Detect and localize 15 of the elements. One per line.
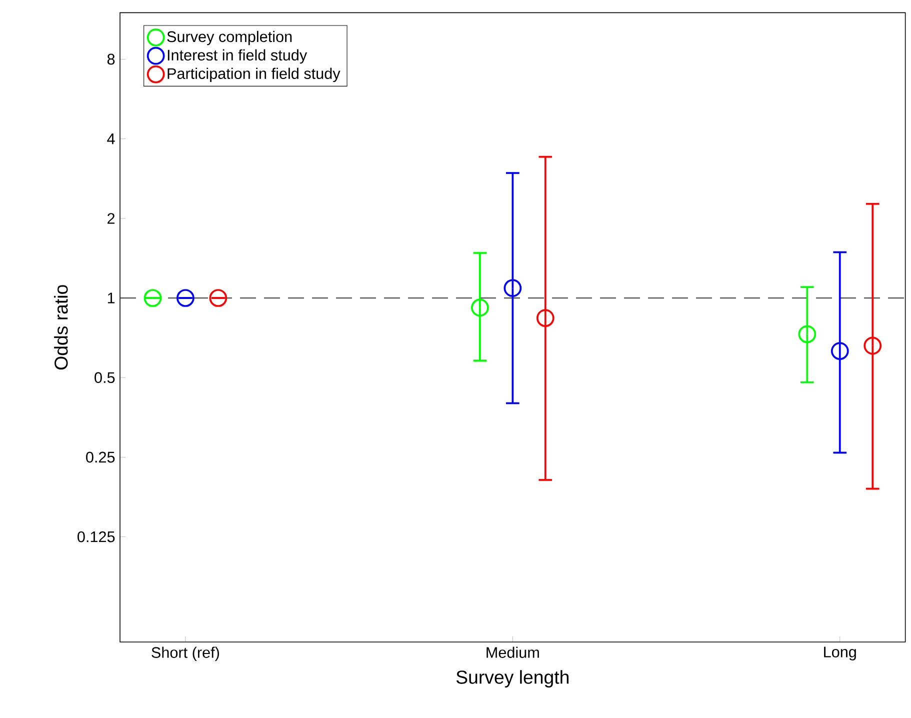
y-tick-label: 0.25 [86,452,115,463]
legend-label: Interest in field study [168,49,308,64]
y-axis-title: Odds ratio [54,285,68,370]
y-tick-label: 1 [108,292,115,304]
legend-label: Participation in field study [168,68,340,82]
x-tick-label: Long [824,646,856,660]
y-tick-label: 8 [107,54,115,65]
y-tick-label: 2 [108,213,115,224]
y-tick-label: 0.125 [78,531,115,542]
y-tick-label: 4 [107,134,115,144]
legend-label: Survey completion [167,30,292,46]
x-tick-label: Short (ref) [152,646,219,661]
y-tick-label: 0.5 [94,372,115,384]
x-axis-title: Survey length [456,670,569,688]
x-tick-label: Medium [486,646,539,658]
